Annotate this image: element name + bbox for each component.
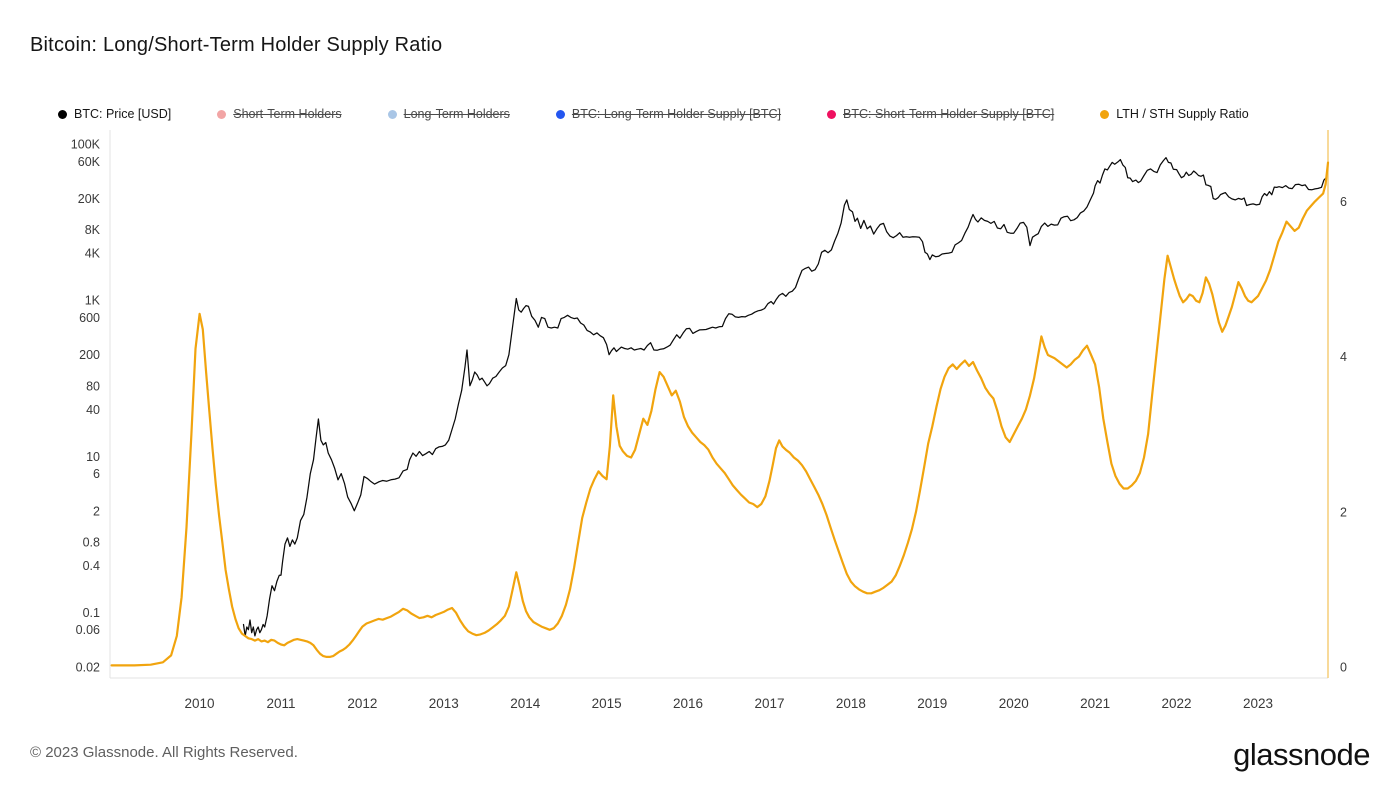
left-axis-tick-label: 6	[93, 467, 100, 481]
x-axis-tick-label: 2021	[1080, 696, 1110, 711]
left-axis-tick-label: 4K	[85, 247, 101, 261]
x-axis-tick-label: 2022	[1162, 696, 1192, 711]
legend-label-btc-price: BTC: Price [USD]	[74, 107, 172, 121]
left-axis-tick-label: 0.1	[83, 606, 100, 620]
legend-label-long-term-holders: Long-Term Holders	[403, 107, 510, 121]
lth-sth-ratio-line	[110, 161, 1330, 667]
left-axis-tick-label: 40	[86, 403, 100, 417]
x-axis-tick-label: 2016	[673, 696, 703, 711]
left-axis-tick-label: 0.06	[76, 623, 100, 637]
legend-item-short-term-holders[interactable]: Short-Term Holders	[217, 107, 342, 121]
x-axis-tick-label: 2011	[266, 696, 295, 711]
x-axis-tick-label: 2013	[429, 696, 459, 711]
left-axis-tick-label: 1K	[85, 294, 101, 308]
legend-dot-lth-sth-ratio-icon	[1100, 109, 1110, 119]
x-axis-tick-label: 2023	[1243, 696, 1273, 711]
left-axis-tick-label: 20K	[78, 192, 101, 206]
legend-dot-sth-supply-icon	[827, 109, 837, 119]
legend-dot-short-term-holders-icon	[217, 109, 227, 119]
legend-label-lth-supply: BTC: Long-Term Holder Supply [BTC]	[571, 107, 782, 121]
x-axis-tick-label: 2020	[999, 696, 1029, 711]
left-axis-tick-label: 80	[86, 379, 100, 393]
legend-item-btc-price[interactable]: BTC: Price [USD]	[58, 107, 171, 121]
legend-dot-long-term-holders-icon	[387, 109, 397, 119]
x-axis-tick-label: 2017	[754, 696, 784, 711]
x-axis-tick-label: 2014	[510, 696, 541, 711]
x-axis-tick-label: 2018	[836, 696, 866, 711]
left-axis-tick-label: 600	[79, 311, 100, 325]
legend-item-long-term-holders[interactable]: Long-Term Holders	[387, 107, 510, 121]
left-axis-tick-label: 200	[79, 348, 100, 362]
left-axis-tick-label: 0.02	[76, 661, 100, 675]
left-axis-tick-label: 100K	[71, 137, 101, 151]
legend-dot-lth-supply-icon	[555, 109, 565, 119]
legend-label-sth-supply: BTC: Short-Term Holder Supply [BTC]	[843, 107, 1055, 121]
btc-price-line	[242, 156, 1328, 637]
right-axis-tick-label: 0	[1340, 661, 1347, 675]
legend-label-lth-sth-ratio: LTH / STH Supply Ratio	[1116, 107, 1249, 121]
glassnode-logo: glassnode	[1233, 737, 1370, 772]
legend-dot-btc-price-icon	[58, 109, 67, 119]
x-axis-tick-label: 2015	[592, 696, 622, 711]
page-title: Bitcoin: Long/Short-Term Holder Supply R…	[30, 34, 443, 56]
x-axis-tick-label: 2010	[185, 696, 215, 711]
left-axis-tick-label: 0.8	[83, 535, 100, 549]
legend-item-lth-supply[interactable]: BTC: Long-Term Holder Supply [BTC]	[555, 107, 782, 121]
right-axis-tick-label: 2	[1340, 505, 1347, 519]
chart-legend: BTC: Price [USD] Short-Term Holders Long…	[58, 107, 1249, 121]
left-axis-tick-label: 8K	[85, 223, 101, 237]
legend-label-short-term-holders: Short-Term Holders	[233, 107, 342, 121]
left-axis-tick-label: 0.4	[83, 559, 100, 573]
footer-copyright: © 2023 Glassnode. All Rights Reserved.	[30, 744, 298, 761]
left-axis-tick-label: 60K	[78, 155, 101, 169]
legend-item-sth-supply[interactable]: BTC: Short-Term Holder Supply [BTC]	[827, 107, 1054, 121]
legend-item-lth-sth-ratio[interactable]: LTH / STH Supply Ratio	[1100, 107, 1249, 121]
x-axis-tick-label: 2012	[347, 696, 377, 711]
plot-area[interactable]	[110, 130, 1328, 678]
left-axis-tick-label: 10	[86, 450, 100, 464]
right-axis-tick-label: 6	[1340, 195, 1347, 209]
x-axis-tick-label: 2019	[917, 696, 947, 711]
right-axis-tick-label: 4	[1340, 350, 1347, 364]
left-axis-tick-label: 2	[93, 504, 100, 518]
